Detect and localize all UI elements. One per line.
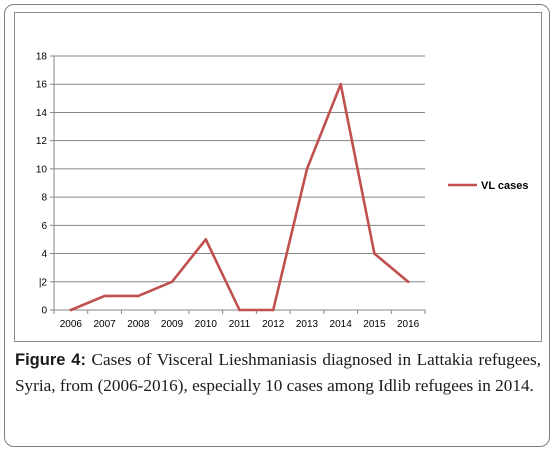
- data-point: [69, 308, 73, 312]
- x-tick-label: 2014: [330, 319, 353, 330]
- data-point: [137, 294, 140, 298]
- y-tick-label: 4: [41, 249, 47, 260]
- chart-area: 0 |2 4 6 8 10 12 14 16 18 2006 2007 2008 2009 2010 201…: [14, 12, 542, 342]
- grid-lines: [54, 55, 425, 283]
- figure-frame: 0 |2 4 6 8 10 12 14 16 18 2006 2007 2008 2009 2010 201…: [4, 4, 550, 447]
- data-point: [103, 294, 106, 298]
- x-tick-label: 2007: [93, 319, 116, 330]
- line-chart: 0 |2 4 6 8 10 12 14 16 18 2006 2007 2008 2009 2010 201…: [36, 52, 529, 331]
- y-tick-label: 10: [36, 164, 48, 175]
- x-tick-label: 2009: [161, 319, 184, 330]
- x-tick-label: 2011: [229, 319, 251, 330]
- y-axis-ticks: 0 |2 4 6 8 10 12 14 16 18: [36, 52, 48, 317]
- data-point: [238, 308, 241, 312]
- x-axis-ticks: 2006 2007 2008 2009 2010 2011 2012 2013 2014 2015…: [60, 319, 420, 330]
- y-tick-label: 14: [36, 108, 48, 119]
- y-tick-label: 18: [36, 52, 48, 63]
- x-tick-label: 2010: [195, 319, 218, 330]
- y-tick-label: 8: [41, 193, 47, 204]
- data-point: [339, 82, 342, 86]
- x-tick-label: 2016: [397, 319, 420, 330]
- legend: VL cases: [448, 180, 529, 192]
- x-tick-label: 2015: [363, 319, 386, 330]
- x-tick-label: 2012: [262, 319, 285, 330]
- data-point: [373, 252, 376, 255]
- y-tick-label: 0: [41, 306, 47, 317]
- figure-caption: Figure 4: Cases of Visceral Lieshmaniasi…: [15, 347, 541, 398]
- data-point: [305, 167, 309, 171]
- x-tick-label: 2006: [60, 319, 83, 330]
- axes: [50, 55, 426, 314]
- y-tick-label: 16: [36, 80, 48, 91]
- data-point: [271, 308, 275, 312]
- x-tick-label: 2008: [127, 319, 150, 330]
- x-tick-label: 2013: [296, 319, 319, 330]
- legend-label: VL cases: [481, 180, 529, 192]
- y-tick-label: 6: [41, 221, 47, 232]
- data-point: [204, 238, 208, 241]
- y-tick-label: 12: [36, 136, 48, 147]
- data-point: [406, 280, 410, 284]
- caption-text: Cases of Visceral Lieshmaniasis diagnose…: [15, 350, 541, 395]
- series-layer: [69, 82, 410, 312]
- data-point: [170, 280, 174, 284]
- y-tick-label: |2: [39, 277, 48, 288]
- caption-label: Figure 4:: [15, 351, 86, 369]
